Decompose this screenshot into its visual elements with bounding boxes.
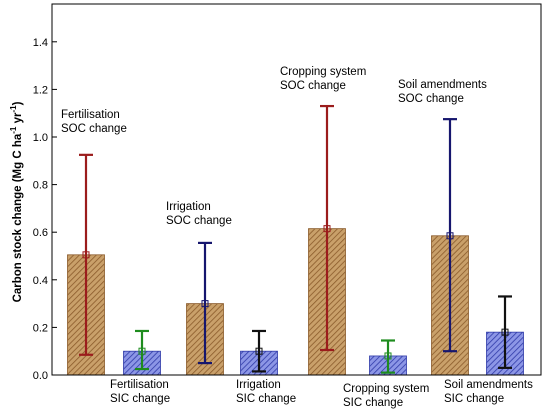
y-tick-label: 0.2 — [33, 322, 48, 334]
bar-label-sic: Soil amendments SIC change — [444, 379, 533, 405]
error-bar — [320, 104, 334, 352]
mean-marker — [82, 251, 90, 259]
bar-label-line2: SIC change — [444, 393, 504, 405]
bar-label-line1: Irrigation — [236, 379, 281, 391]
y-tick-label: 1.4 — [33, 37, 48, 49]
error-bar — [498, 295, 512, 369]
bar-label-line2: SOC change — [61, 123, 127, 135]
bar-label-line1: Fertilisation — [61, 109, 120, 121]
bar-label-sic: Irrigation SIC change — [236, 379, 296, 405]
y-axis-title-sup1: -1 — [9, 126, 18, 134]
y-axis: 0.0 0.2 0.4 0.6 0.8 1.0 1.2 1.4 — [33, 37, 57, 382]
bars-layer — [67, 228, 524, 376]
y-axis-title: Carbon stock change (Mg C ha-1 yr-1) — [9, 101, 24, 302]
plot-frame — [51, 3, 542, 376]
bar-label-line2: SIC change — [343, 397, 403, 409]
mean-marker — [501, 328, 509, 336]
bar-label-soc: Irrigation SOC change — [166, 201, 232, 227]
error-bars-layer — [79, 104, 512, 374]
y-axis-title-main: Carbon stock change (Mg C ha — [12, 133, 24, 302]
error-bar — [135, 329, 149, 371]
y-tick-label: 0.4 — [33, 275, 48, 287]
error-bar — [381, 339, 395, 374]
bar-label-sic: Fertilisation SIC change — [110, 379, 170, 405]
bar-label-soc: Fertilisation SOC change — [61, 109, 127, 135]
y-tick-label: 0.8 — [33, 180, 48, 192]
error-bar — [252, 329, 266, 373]
y-axis-title-sup2: -1 — [9, 105, 18, 113]
mean-marker — [138, 347, 146, 355]
mean-marker — [384, 352, 392, 360]
error-bar — [79, 153, 93, 356]
y-tick-label: 0.0 — [33, 370, 48, 382]
bar-label-line1: Cropping system — [343, 383, 429, 395]
bar-label-line1: Soil amendments — [398, 79, 487, 91]
bar-label-line2: SIC change — [110, 393, 170, 405]
bar-label-line1: Irrigation — [166, 201, 211, 213]
bar-label-line2: SOC change — [398, 93, 464, 105]
bar-label-line2: SOC change — [166, 215, 232, 227]
bar-label-line1: Soil amendments — [444, 379, 533, 391]
mean-marker — [446, 232, 454, 240]
y-axis-title-mid: yr — [12, 112, 24, 127]
y-tick-label: 0.6 — [33, 227, 48, 239]
error-bar — [198, 241, 212, 365]
bar-label-line1: Fertilisation — [110, 379, 169, 391]
bar-label-soc: Soil amendments SOC change — [398, 79, 487, 105]
y-tick-label: 1.2 — [33, 84, 48, 96]
bar-label-sic: Cropping system SIC change — [343, 383, 429, 409]
bar-annotations: Fertilisation SOC change Fertilisation SIC … — [61, 66, 533, 409]
y-tick-label: 1.0 — [33, 132, 48, 144]
bar-label-soc: Cropping system SOC change — [280, 66, 366, 92]
y-axis-title-end: ) — [12, 101, 24, 105]
bar-label-line2: SIC change — [236, 393, 296, 405]
bar-label-line2: SOC change — [280, 80, 346, 92]
error-bar — [443, 118, 457, 353]
mean-marker — [323, 225, 331, 233]
bar-label-line1: Cropping system — [280, 66, 366, 78]
mean-marker — [255, 347, 263, 355]
mean-marker — [201, 300, 209, 308]
